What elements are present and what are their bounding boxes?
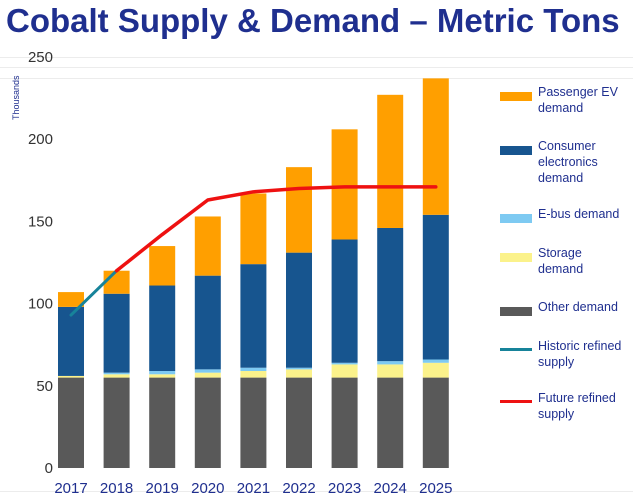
bar-segment-passenger-ev-demand	[58, 292, 84, 307]
legend-label: Passenger EV demand	[538, 85, 618, 115]
bar-segment-passenger-ev-demand	[422, 78, 449, 215]
y-tick-label: 0	[45, 460, 53, 477]
y-unit-label: Thousands	[11, 75, 21, 120]
legend-item-storage-demand: Storage demand	[500, 245, 630, 277]
bar-segment-storage-demand	[331, 364, 358, 378]
bar-segment-passenger-ev-demand	[149, 246, 176, 286]
y-tick-label: 250	[28, 49, 53, 66]
legend-label: Future refined supply	[538, 391, 616, 421]
bar-segment-other-demand	[240, 377, 267, 468]
x-tick-label: 2025	[419, 480, 452, 497]
bar-segment-storage-demand	[149, 374, 176, 378]
x-tick-label: 2018	[100, 480, 133, 497]
bar-segment-passenger-ev-demand	[240, 193, 267, 265]
y-tick-label: 150	[28, 213, 53, 230]
y-tick-label: 100	[28, 296, 53, 313]
bar-segment-e-bus-demand	[286, 367, 312, 370]
legend-swatch	[500, 253, 532, 262]
bar-segment-passenger-ev-demand	[194, 216, 221, 276]
legend-swatch	[500, 307, 532, 316]
bar-segment-storage-demand	[422, 362, 449, 378]
x-tick-label: 2017	[54, 480, 87, 497]
legend-swatch	[500, 146, 532, 155]
x-tick-label: 2023	[328, 480, 361, 497]
bar-segment-consumer-electronics-demand	[149, 285, 176, 372]
bar-segment-storage-demand	[58, 375, 84, 378]
legend-item-future-refined-supply: Future refined supply	[500, 390, 630, 422]
legend-label: Historic refined supply	[538, 339, 622, 369]
chart-legend: Passenger EV demand Consumer electronics …	[500, 84, 630, 422]
bar-segment-other-demand	[286, 377, 312, 468]
legend-label: Consumer electronics demand	[538, 139, 598, 185]
bar-segment-storage-demand	[377, 364, 404, 378]
x-tick-label: 2022	[282, 480, 315, 497]
x-tick-label: 2019	[146, 480, 179, 497]
bar-segment-consumer-electronics-demand	[103, 293, 130, 373]
legend-item-consumer-electronics-demand: Consumer electronics demand	[500, 138, 630, 186]
x-tick-label: 2020	[191, 480, 224, 497]
bar-segment-passenger-ev-demand	[286, 167, 312, 253]
bar-segment-storage-demand	[286, 369, 312, 378]
bar-segment-e-bus-demand	[422, 359, 449, 363]
legend-swatch	[500, 348, 532, 351]
bar-segment-storage-demand	[194, 372, 221, 378]
bar-segment-consumer-electronics-demand	[286, 252, 312, 368]
bar-segment-consumer-electronics-demand	[58, 306, 84, 376]
bar-segment-e-bus-demand	[240, 367, 267, 372]
bar-segment-consumer-electronics-demand	[194, 275, 221, 370]
bar-segment-other-demand	[103, 377, 130, 468]
bar-segment-other-demand	[377, 377, 404, 468]
bar-segment-other-demand	[58, 377, 84, 468]
bar-segment-passenger-ev-demand	[377, 94, 404, 228]
legend-label: E-bus demand	[538, 207, 620, 221]
bar-segment-e-bus-demand	[103, 372, 130, 375]
bar-segment-other-demand	[331, 377, 358, 468]
bar-segment-passenger-ev-demand	[103, 270, 130, 294]
x-tick-label: 2021	[237, 480, 270, 497]
legend-item-historic-refined-supply: Historic refined supply	[500, 338, 630, 370]
legend-swatch	[500, 214, 532, 223]
legend-item-e-bus-demand: E-bus demand	[500, 206, 630, 223]
bar-segment-e-bus-demand	[149, 371, 176, 375]
legend-item-other-demand: Other demand	[500, 299, 630, 316]
bar-segment-storage-demand	[103, 374, 130, 378]
x-tick-label: 2024	[374, 480, 407, 497]
legend-label: Other demand	[538, 300, 618, 314]
bar-segment-e-bus-demand	[377, 361, 404, 365]
bar-segment-e-bus-demand	[194, 369, 221, 373]
line-future-refined-supply	[114, 185, 438, 273]
legend-item-passenger-ev-demand: Passenger EV demand	[500, 84, 630, 116]
bar-segment-other-demand	[149, 377, 176, 468]
bar-segment-e-bus-demand	[331, 362, 358, 365]
chart-title: Cobalt Supply & Demand – Metric Tons	[6, 2, 620, 39]
bar-segment-consumer-electronics-demand	[422, 214, 449, 360]
bar-segment-consumer-electronics-demand	[377, 227, 404, 362]
bar-segment-other-demand	[422, 377, 449, 468]
line-historic-refined-supply	[69, 269, 119, 317]
y-tick-label: 50	[36, 378, 53, 395]
y-tick-label: 200	[28, 131, 53, 148]
bar-segment-other-demand	[194, 377, 221, 468]
legend-swatch	[500, 400, 532, 403]
bar-segment-consumer-electronics-demand	[331, 239, 358, 363]
legend-swatch	[500, 92, 532, 101]
bar-segment-storage-demand	[240, 371, 267, 378]
bar-segment-consumer-electronics-demand	[240, 264, 267, 368]
bar-segment-passenger-ev-demand	[331, 129, 358, 240]
legend-label: Storage demand	[538, 246, 584, 276]
